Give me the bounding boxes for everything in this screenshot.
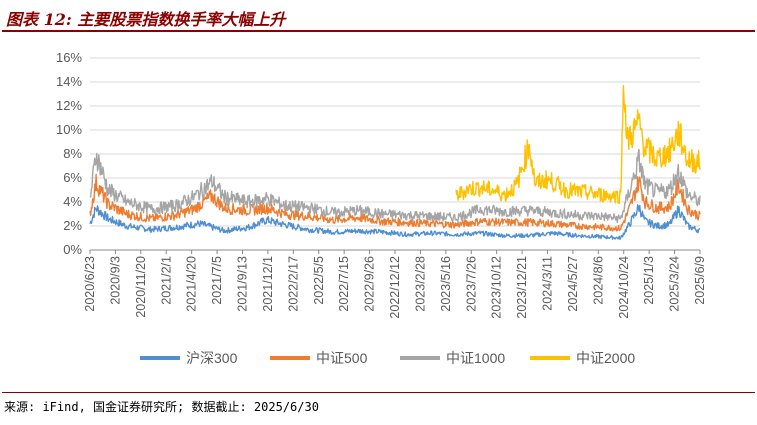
x-tick-label: 2021/12/1	[261, 256, 275, 312]
x-tick-label: 2021/7/5	[210, 256, 224, 305]
legend-label: 中证2000	[576, 350, 635, 366]
legend-label: 中证500	[316, 350, 368, 366]
x-tick-label: 2021/4/20	[185, 256, 199, 312]
y-axis: 0% 2% 4% 6% 8% 10% 12% 14% 16%	[56, 50, 82, 257]
x-tick-label: 2025/6/9	[693, 256, 707, 305]
x-tick-label: 2025/3/24	[668, 256, 682, 312]
legend: 沪深300 中证500 中证1000 中证2000	[140, 350, 635, 366]
legend-label: 沪深300	[186, 350, 238, 366]
y-tick-label: 6%	[63, 170, 82, 185]
figure-title: 图表 12: 主要股票指数换手率大幅上升	[6, 10, 286, 29]
x-tick-label: 2024/3/11	[541, 256, 555, 311]
y-tick-label: 10%	[56, 122, 82, 137]
x-tick-label: 2020/6/23	[83, 256, 97, 312]
x-tick-label: 2022/5/5	[312, 256, 326, 305]
y-tick-label: 2%	[63, 218, 82, 233]
series-line	[455, 85, 701, 205]
x-axis: 2020/6/23 2020/9/3 2020/11/20 2021/2/1 2021/…	[83, 250, 707, 319]
legend-label: 中证1000	[446, 350, 505, 366]
y-tick-label: 16%	[56, 50, 82, 65]
x-tick-label: 2020/11/20	[134, 256, 148, 318]
series-line	[89, 204, 701, 240]
x-tick-label: 2024/8/6	[591, 256, 605, 305]
x-tick-label: 2021/9/13	[236, 256, 250, 312]
series-line	[89, 148, 701, 224]
source-note: 来源: iFind, 国金证券研究所; 数据截止: 2025/6/30	[4, 400, 319, 414]
turnover-line-chart: 0% 2% 4% 6% 8% 10% 12% 14% 16% 2020/6/23 2020/9/3…	[56, 50, 707, 366]
x-tick-label: 2024/10/24	[617, 256, 631, 319]
x-tick-label: 2021/2/1	[159, 256, 173, 305]
x-tick-label: 2023/2/28	[413, 256, 427, 312]
x-tick-label: 2024/5/27	[566, 256, 580, 312]
x-tick-label: 2023/7/26	[464, 256, 478, 312]
x-tick-label: 2023/12/21	[515, 256, 529, 319]
x-tick-label: 2022/12/12	[388, 256, 402, 319]
y-tick-label: 12%	[56, 98, 82, 113]
source-divider	[2, 392, 755, 393]
x-tick-label: 2022/9/26	[363, 256, 377, 312]
y-tick-label: 0%	[63, 242, 82, 257]
x-tick-label: 2023/10/12	[490, 256, 504, 319]
figure-title-bar: 图表 12: 主要股票指数换手率大幅上升	[2, 2, 755, 32]
x-tick-label: 2023/5/16	[439, 256, 453, 312]
y-tick-label: 4%	[63, 194, 82, 209]
x-tick-label: 2025/1/3	[642, 256, 656, 305]
x-tick-label: 2022/2/17	[286, 256, 300, 312]
x-tick-label: 2022/7/15	[337, 256, 351, 312]
y-tick-label: 14%	[56, 74, 82, 89]
y-tick-label: 8%	[63, 146, 82, 161]
x-tick-label: 2020/9/3	[108, 256, 122, 305]
series-lines	[89, 85, 701, 240]
series-line	[89, 173, 701, 232]
